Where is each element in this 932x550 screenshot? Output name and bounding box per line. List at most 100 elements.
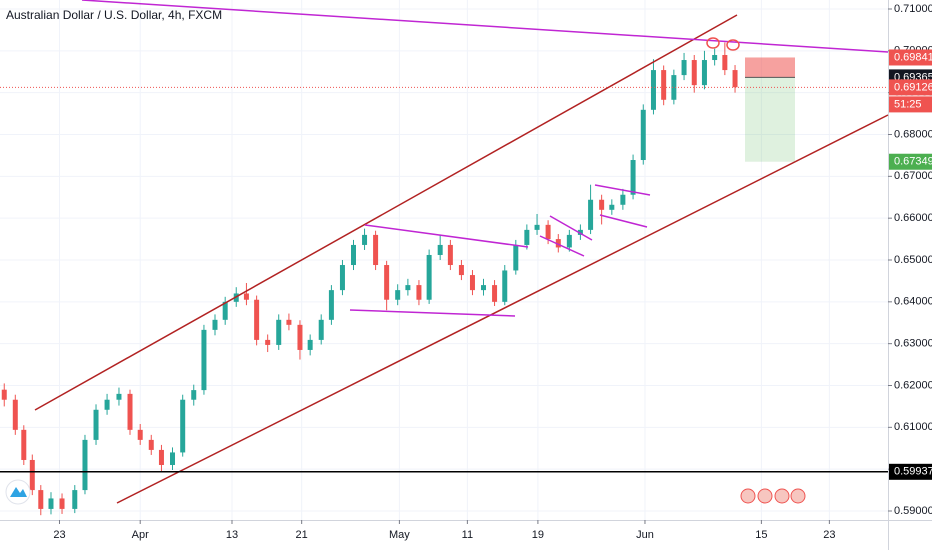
- candle-body: [458, 265, 464, 276]
- candle-body: [722, 55, 728, 71]
- candle-body: [395, 290, 401, 300]
- candle-body: [416, 285, 422, 300]
- candle-body: [12, 399, 18, 430]
- candle-body: [233, 293, 239, 302]
- channel-lower: [116, 114, 889, 504]
- candle-body: [286, 319, 292, 325]
- candle-body: [48, 498, 54, 509]
- price-tag-label: 51:25: [894, 98, 922, 110]
- candle-body: [437, 244, 443, 255]
- candle-body: [650, 70, 656, 110]
- candle-body: [148, 439, 154, 450]
- candle-body: [158, 449, 164, 465]
- candle-body: [620, 194, 626, 205]
- candle-body: [265, 339, 271, 345]
- candle-body: [426, 254, 432, 300]
- chart-title: Australian Dollar / U.S. Dollar, 4h, FXC…: [6, 8, 222, 22]
- candle-body: [191, 390, 197, 400]
- price-tag-label: 0.69841: [894, 51, 932, 63]
- candle-body: [671, 75, 677, 100]
- candle-body: [502, 270, 508, 302]
- y-tick-label: 0.68000: [894, 128, 932, 140]
- candle-body: [328, 290, 334, 320]
- x-tick-label: May: [389, 529, 410, 541]
- candle-body: [93, 409, 99, 440]
- candle-body: [21, 429, 27, 460]
- logo: [5, 479, 31, 505]
- candle-body: [599, 199, 605, 210]
- candle-body: [104, 399, 110, 410]
- candle-body: [545, 224, 551, 240]
- candle-body: [29, 459, 35, 491]
- x-tick-label: 11: [462, 529, 473, 541]
- flag-line: [599, 214, 648, 228]
- event-icon: [774, 488, 790, 504]
- candle-body: [38, 490, 44, 509]
- event-icons: [740, 488, 806, 504]
- candle-body: [212, 319, 218, 330]
- candle-body: [170, 452, 176, 465]
- x-tick-label: Jun: [636, 529, 654, 541]
- price-tag-label: 0.69126: [894, 81, 932, 93]
- event-icon: [790, 488, 806, 504]
- candle-body: [307, 339, 313, 350]
- y-tick-label: 0.62000: [894, 379, 932, 391]
- candle-body: [732, 70, 738, 88]
- candle-body: [72, 490, 78, 509]
- candle-body: [384, 265, 390, 300]
- x-tick-label: 21: [296, 529, 308, 541]
- candle-body: [82, 439, 88, 491]
- candles: [1, 42, 738, 516]
- y-tick-label: 0.63000: [894, 338, 932, 350]
- x-tick-label: 23: [823, 529, 835, 541]
- candle-body: [297, 324, 303, 350]
- price-tag: [889, 463, 932, 480]
- candle-body: [1, 389, 7, 400]
- candle-body: [609, 204, 615, 210]
- grid: [0, 0, 888, 520]
- flag-line: [594, 184, 651, 196]
- top-marker: [706, 37, 720, 49]
- candle-body: [180, 399, 186, 453]
- candle-body: [588, 199, 594, 230]
- candle-body: [362, 234, 368, 245]
- risk-zone: [745, 57, 795, 78]
- drawings: [34, 0, 889, 504]
- price-tag: [889, 153, 932, 170]
- candle-body: [640, 109, 646, 161]
- reward-zone: [745, 77, 795, 162]
- candle-body: [566, 234, 572, 248]
- x-tick-label: 15: [755, 529, 767, 541]
- candle-body: [701, 60, 707, 86]
- candle-body: [630, 160, 636, 195]
- y-tick-label: 0.64000: [894, 296, 932, 308]
- y-tick-label: 0.65000: [894, 254, 932, 266]
- candle-body: [661, 70, 667, 100]
- candle-body: [513, 244, 519, 271]
- channel-upper: [34, 14, 738, 411]
- candle-body: [201, 329, 207, 391]
- candle-body: [59, 498, 65, 509]
- candle-body: [405, 285, 411, 291]
- trend-line: [364, 224, 529, 248]
- event-icon: [757, 488, 773, 504]
- event-icon: [740, 488, 756, 504]
- logo-mark: [10, 487, 27, 497]
- candle-body: [351, 244, 357, 266]
- y-tick-label: 0.67000: [894, 170, 932, 182]
- candle-body: [276, 319, 282, 345]
- candle-body: [712, 55, 718, 61]
- price-tag: [889, 96, 932, 113]
- candle-body: [469, 275, 475, 291]
- candle-body: [681, 60, 687, 76]
- candle-body: [492, 285, 498, 302]
- candle-body: [254, 299, 260, 340]
- candle-body: [691, 60, 697, 86]
- x-tick-label: Apr: [132, 529, 149, 541]
- x-tick-label: 23: [53, 529, 65, 541]
- flag-line: [549, 215, 593, 241]
- flag-line: [539, 235, 585, 257]
- candle-body: [555, 239, 561, 248]
